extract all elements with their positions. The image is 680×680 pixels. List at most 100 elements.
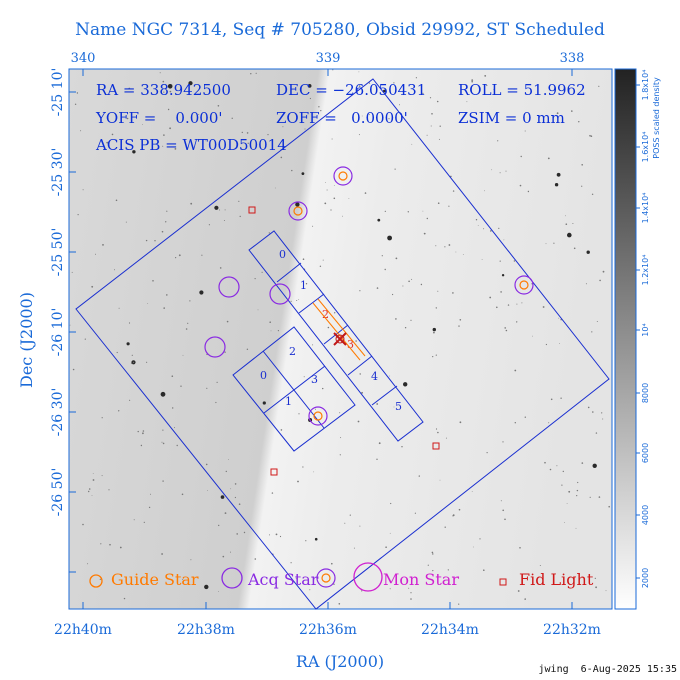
info-ra: RA = 338.942500 — [96, 81, 231, 99]
background-star — [435, 307, 437, 309]
background-star — [427, 564, 429, 566]
background-star — [595, 586, 597, 589]
plot-frame — [68, 68, 613, 610]
background-star — [392, 293, 394, 296]
background-star — [596, 321, 598, 322]
background-star — [150, 493, 151, 495]
background-star — [554, 183, 559, 187]
background-star — [544, 461, 546, 464]
background-star — [571, 110, 573, 112]
background-star — [106, 141, 109, 144]
background-star — [566, 503, 568, 504]
background-star — [501, 274, 505, 277]
background-star — [324, 202, 327, 205]
colorbar-tick-label: 1.6x10⁴ — [641, 132, 650, 163]
background-star — [505, 170, 507, 172]
background-star — [549, 468, 552, 471]
background-star — [218, 524, 220, 527]
background-star — [408, 587, 410, 589]
background-star — [91, 285, 94, 288]
background-star — [499, 260, 501, 262]
background-star — [385, 546, 387, 548]
background-star — [430, 125, 432, 127]
background-star — [516, 321, 518, 323]
background-star — [282, 126, 284, 128]
background-star — [161, 553, 164, 555]
background-star — [564, 522, 565, 523]
background-star — [394, 168, 396, 170]
background-star — [578, 121, 580, 123]
background-star — [573, 247, 576, 250]
background-star — [431, 113, 433, 115]
fid-light-legend-icon — [499, 578, 507, 586]
background-star — [180, 385, 182, 387]
ccd-s-label: 3 — [347, 338, 354, 351]
background-star — [277, 330, 279, 332]
background-star — [565, 215, 566, 217]
background-star — [567, 232, 572, 238]
background-star — [320, 110, 322, 112]
guide-star-legend-icon — [89, 574, 103, 588]
background-star — [358, 134, 360, 136]
plot-title: Name NGC 7314, Seq # 705280, Obsid 29992… — [75, 20, 605, 40]
colorbar-label: POSS scaled density — [652, 77, 661, 159]
background-star — [302, 466, 304, 468]
background-star — [322, 259, 324, 261]
background-star — [92, 479, 95, 481]
background-star — [472, 546, 474, 548]
background-star — [205, 463, 208, 466]
colorbar-tick-label: 1.8x10⁴ — [641, 70, 650, 101]
background-star — [147, 303, 149, 304]
background-star — [118, 307, 120, 309]
colorbar-tick-label: 1.2x10⁴ — [641, 255, 650, 286]
background-star — [568, 490, 571, 493]
background-star — [132, 150, 136, 154]
background-star — [378, 442, 381, 445]
background-star — [377, 218, 381, 222]
background-star — [532, 335, 533, 337]
background-star — [161, 230, 164, 233]
background-star — [301, 172, 305, 176]
background-star — [224, 209, 226, 211]
background-star — [601, 412, 603, 414]
background-star — [326, 189, 328, 191]
background-star — [95, 253, 96, 255]
background-star — [561, 484, 563, 486]
background-star — [330, 209, 332, 211]
background-star — [527, 190, 530, 193]
background-star — [297, 480, 299, 483]
background-star — [486, 452, 488, 454]
background-star — [591, 331, 593, 333]
info-yoff: YOFF = 0.000' — [95, 109, 223, 127]
background-star — [587, 406, 590, 409]
background-star — [576, 489, 579, 492]
background-star — [246, 132, 249, 134]
background-star — [129, 399, 131, 401]
background-star — [116, 351, 118, 354]
background-star — [514, 422, 516, 424]
background-star — [161, 441, 163, 443]
ccd-i-label: 0 — [260, 369, 267, 382]
background-star — [422, 92, 424, 94]
background-star — [71, 271, 73, 273]
background-star — [312, 225, 314, 227]
ccd-s-label: 1 — [300, 279, 307, 292]
background-star — [447, 569, 449, 571]
background-star — [128, 322, 131, 324]
background-star — [491, 169, 493, 171]
background-star — [172, 407, 174, 409]
background-star — [319, 265, 322, 267]
background-star — [162, 80, 165, 83]
background-star — [477, 225, 479, 226]
background-star — [332, 69, 334, 71]
background-star — [190, 559, 192, 561]
background-star — [399, 104, 400, 106]
background-star — [226, 320, 229, 323]
background-star — [553, 242, 555, 244]
background-star — [162, 442, 165, 445]
background-star — [359, 373, 361, 375]
background-star — [592, 411, 594, 413]
background-star — [344, 522, 346, 524]
background-star — [217, 105, 220, 107]
background-star — [314, 537, 318, 541]
